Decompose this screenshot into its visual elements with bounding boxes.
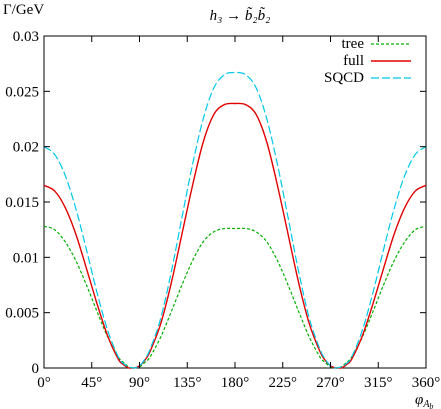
x-axis-title-subsub: b [429,402,433,409]
x-axis-title: φAb [415,392,433,409]
x-tick-label: 135° [173,375,202,391]
series-line-tree [43,225,427,369]
x-tick-label: 90° [129,375,150,391]
x-tick-label: 315° [364,375,393,391]
x-axis-title-main: φ [415,392,423,408]
x-tick-label: 180° [221,375,250,391]
y-tick-label: 0.01 [13,250,39,266]
series-line-sqcd [43,71,427,369]
x-tick-label: 360° [412,375,441,391]
x-tick-label: 270° [316,375,345,391]
legend-label-tree: tree [342,36,365,52]
legend-label-sqcd: SQCD [324,70,364,86]
x-tick-label: 45° [81,375,102,391]
series-line-full [43,102,427,369]
legend: tree full SQCD [324,36,411,86]
y-axis-title: Γ/GeV [3,2,44,18]
y-tick-label: 0.005 [5,306,39,322]
x-axis-title-sub: A [422,399,430,409]
y-tick-label: 0.03 [13,29,39,45]
x-tick-label: 0° [37,375,51,391]
chart-title: h₃ → b̃₂b̃₂ [210,7,271,24]
x-tick-label: 225° [269,375,298,391]
y-tick-label: 0.02 [13,140,39,156]
y-tick-label: 0 [32,361,40,377]
legend-label-full: full [343,53,364,69]
y-tick-label: 0.025 [5,84,39,100]
y-tick-label: 0.015 [5,195,39,211]
